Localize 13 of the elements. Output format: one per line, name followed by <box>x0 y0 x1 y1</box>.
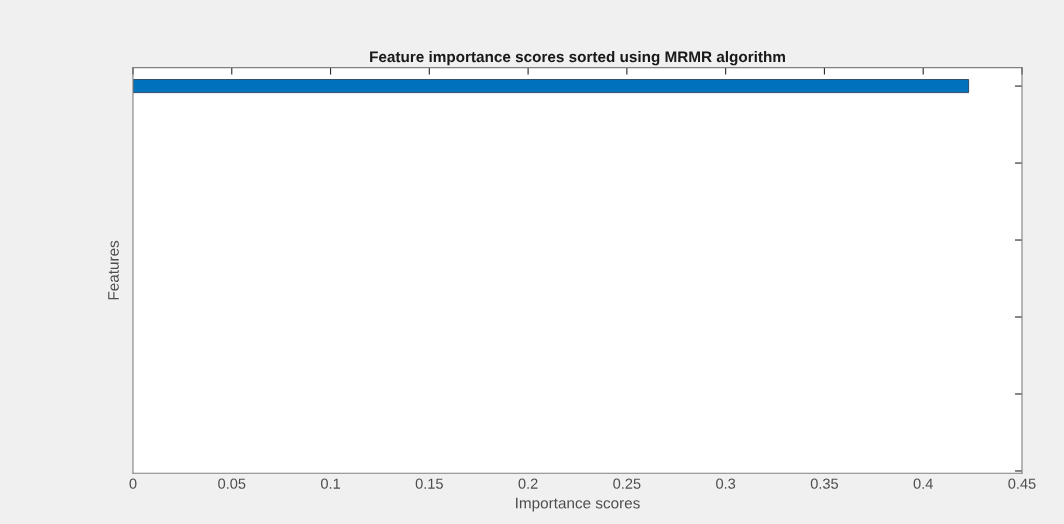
x-tick-label: 0.4 <box>913 478 933 489</box>
x-tick-label: 0.15 <box>415 478 443 489</box>
x-tick-label: 0.35 <box>810 478 838 489</box>
x-tick-label: 0.2 <box>518 478 538 489</box>
x-tick-label: 0.1 <box>320 478 340 489</box>
x-tick-label: 0.45 <box>1008 478 1036 489</box>
chart-title: Feature importance scores sorted using MRMR algorithm <box>370 50 785 66</box>
x-tick-label: 0.25 <box>613 478 641 489</box>
x-tick-label: 0.05 <box>218 478 246 489</box>
x-axis-title: Importance scores <box>516 497 640 512</box>
y-axis-title: Features <box>108 240 119 300</box>
x-tick-label: 0.3 <box>716 478 736 489</box>
x-tick-label: 0 <box>129 478 137 489</box>
